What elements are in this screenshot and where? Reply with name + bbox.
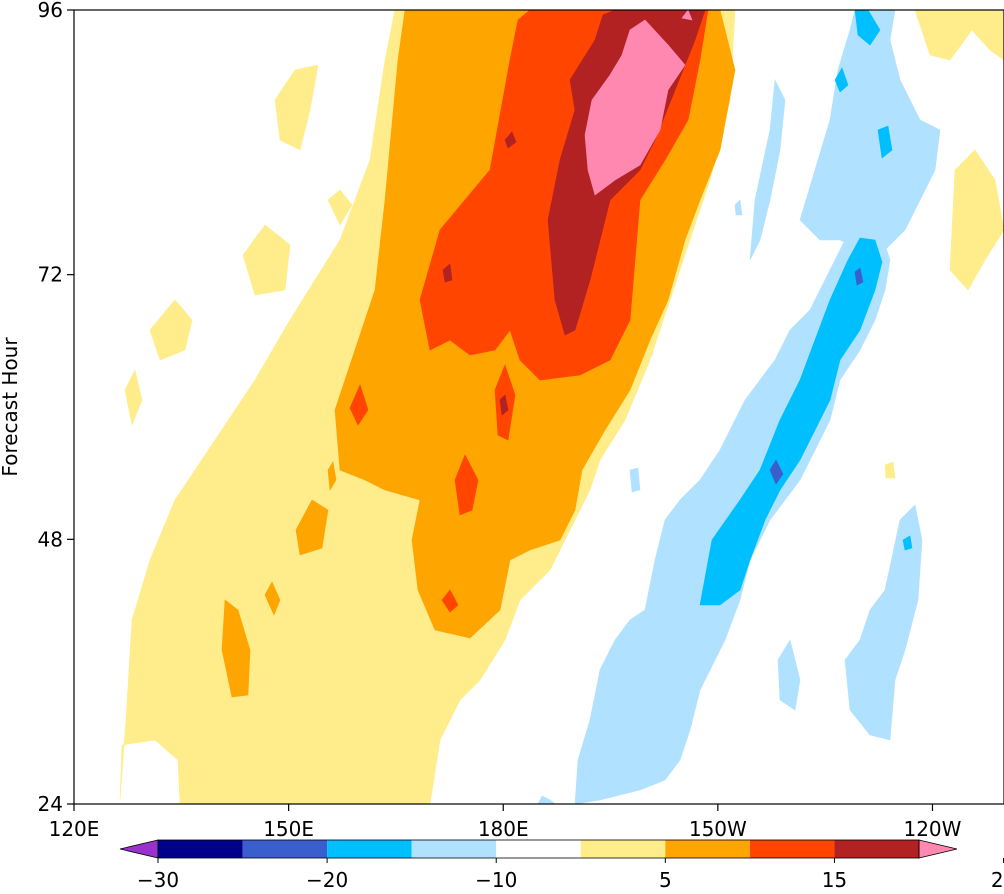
contour-region <box>441 589 459 613</box>
colorbar-box <box>496 840 581 858</box>
colorbar: −30 −20 −10 5 15 25 <box>119 839 1004 892</box>
contour-region <box>734 199 743 216</box>
contour-region <box>442 263 453 283</box>
contour-region <box>264 581 281 616</box>
contour-region <box>769 459 784 485</box>
contour-region <box>295 499 329 556</box>
contour-region <box>327 461 337 491</box>
contour-region <box>349 384 369 426</box>
x-axis: 120E 150E 180E 150W 120W <box>49 804 962 841</box>
contour-region <box>149 299 193 361</box>
colorbar-box <box>411 840 497 858</box>
contour-region <box>854 10 881 46</box>
x-tick-label: 120E <box>49 817 100 841</box>
contour-region <box>902 535 913 551</box>
y-axis-title: Forecast Hour <box>0 337 22 477</box>
contour-region <box>124 369 143 427</box>
contour-region <box>681 10 693 21</box>
contour-region <box>629 467 641 493</box>
contour-region <box>499 394 509 416</box>
colorbar-tick-label: 15 <box>822 868 847 892</box>
contour-region <box>884 461 896 479</box>
contour-region <box>777 639 801 711</box>
y-tick-label: 72 <box>38 263 63 287</box>
contour-region <box>274 64 319 151</box>
x-tick-label: 120W <box>903 817 961 841</box>
colorbar-box <box>580 840 666 858</box>
colorbar-under-triangle <box>119 839 159 859</box>
contour-region <box>699 237 883 606</box>
colorbar-box <box>749 840 835 858</box>
colorbar-tick-label: −30 <box>137 868 179 892</box>
contour-region <box>844 504 923 741</box>
y-tick-label: 96 <box>38 0 63 22</box>
colorbar-frame <box>157 839 920 859</box>
contour-region <box>327 189 353 226</box>
colorbar-box <box>327 840 412 858</box>
colorbar-box <box>158 840 243 858</box>
colorbar-tick-label: 5 <box>659 868 672 892</box>
colorbar-tick-label: −10 <box>475 868 517 892</box>
contour-region <box>914 10 1004 61</box>
contour-region <box>584 19 686 196</box>
contour-region <box>854 267 864 286</box>
contour-region <box>537 795 556 804</box>
colorbar-tick-label: 25 <box>991 868 1004 892</box>
y-tick-label: 48 <box>38 527 63 551</box>
y-axis: 24 48 72 96 <box>38 0 74 816</box>
x-tick-label: 150W <box>689 817 747 841</box>
contour-region <box>749 78 786 261</box>
contour-region <box>949 149 1004 291</box>
contour-region <box>834 67 849 93</box>
colorbar-over-triangle <box>918 839 958 859</box>
contour-region <box>877 125 893 159</box>
colorbar-box <box>242 840 328 858</box>
colorbar-box <box>834 840 919 858</box>
contour-layer <box>119 10 1004 804</box>
contour-region <box>221 599 251 698</box>
contour-region <box>242 224 291 296</box>
contour-region <box>454 454 479 516</box>
colorbar-tick-label: −20 <box>306 868 348 892</box>
x-tick-label: 150E <box>263 817 314 841</box>
colorbar-box <box>665 840 750 858</box>
plot-frame <box>73 9 1004 805</box>
contour-region <box>504 131 517 149</box>
x-tick-label: 180E <box>478 817 529 841</box>
y-tick-label: 24 <box>38 792 63 816</box>
